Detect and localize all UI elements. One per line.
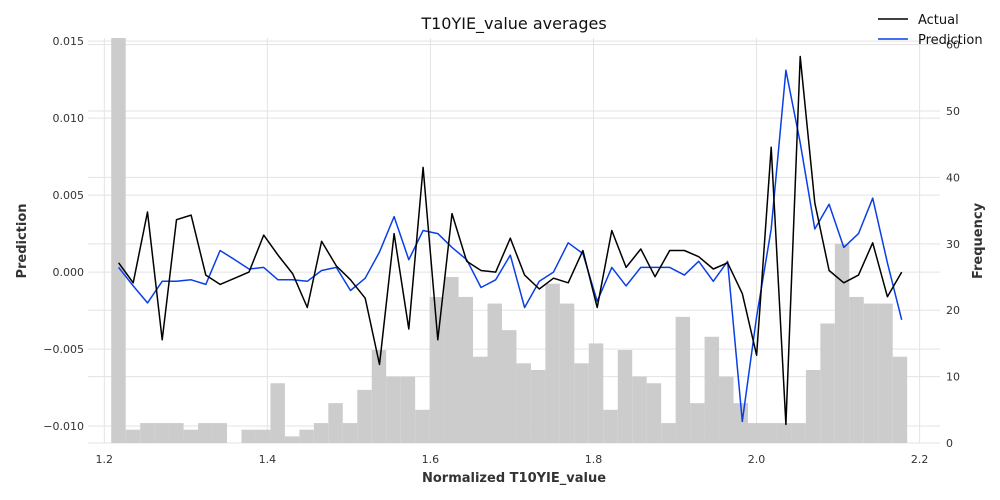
histogram-bar [892,356,908,443]
histogram-bar [415,409,430,443]
histogram-bar [762,423,777,443]
histogram-bar [530,369,546,443]
histogram-bar [632,376,647,443]
histogram-bar [545,283,560,443]
y-left-tick-label: −0.010 [43,420,84,433]
legend-label-actual: Actual [918,13,959,28]
histogram-bar [834,243,850,443]
y-left-tick-label: 0.000 [53,266,85,279]
histogram-bar [212,423,228,443]
y-right-tick-label: 60 [946,39,960,52]
chart-title: T10YIE_value averages [420,14,606,34]
y-left-tick-label: 0.005 [53,189,85,202]
histogram-bar [270,383,285,443]
y-right-tick-label: 50 [946,105,960,118]
histogram-bar [646,383,662,443]
y-right-tick-label: 10 [946,371,960,384]
histogram-bar [617,350,633,443]
x-tick-label: 1.4 [259,453,277,466]
histogram-bar [183,429,199,443]
y-left-tick-label: −0.005 [43,343,84,356]
histogram-bar [776,423,792,443]
histogram-bar [198,423,213,443]
y-left-tick-label: 0.015 [53,35,85,48]
x-tick-label: 2.0 [748,453,766,466]
histogram-bar [111,38,126,443]
histogram-bar [805,369,821,443]
histogram-bar [878,303,893,443]
histogram-bar [429,296,445,443]
y-right-tick-label: 40 [946,171,960,184]
histogram-bar [733,403,748,443]
histogram-bar [342,423,358,443]
histogram-bar [704,336,720,443]
x-tick-label: 2.2 [911,453,929,466]
y-left-tick-label: 0.010 [53,112,85,125]
histogram-bar [313,423,329,443]
histogram-bar [690,403,705,443]
histogram-bar [328,403,343,443]
histogram-bar [255,429,271,443]
histogram-bar [719,376,734,443]
histogram-bar [386,376,401,443]
histogram-bar [661,423,676,443]
y-axis-right-title: Frequency [971,202,986,279]
histogram-bar [140,423,155,443]
series-line-actual [117,55,903,426]
histogram-bar [516,363,531,443]
histogram-bar [574,363,589,443]
histogram-bar [169,423,184,443]
y-right-tick-label: 30 [946,238,960,251]
x-axis-title: Normalized T10YIE_value [422,471,606,486]
histogram [111,38,908,443]
x-tick-label: 1.2 [96,453,114,466]
histogram-bar [458,296,474,443]
ticks: −0.010 −0.005 0.000 0.005 0.010 0.015 0 10 20 30 4… [43,35,960,466]
histogram-bar [154,423,170,443]
y-axis-left-title: Prediction [15,203,30,278]
histogram-bar [125,429,141,443]
grid [88,38,940,444]
y-right-tick-label: 0 [946,437,953,450]
y-right-tick-label: 20 [946,304,960,317]
histogram-bar [588,343,604,443]
histogram-bar [284,436,300,443]
histogram-bar [820,323,835,443]
legend: Actual Prediction [878,13,983,48]
legend-label-prediction: Prediction [918,33,983,48]
histogram-bar [501,330,517,443]
histogram-bar [747,423,763,443]
histogram-bar [487,303,502,443]
histogram-bar [863,303,879,443]
histogram-bar [400,376,416,443]
histogram-bar [849,296,864,443]
histogram-bar [357,389,372,443]
histogram-bar [371,350,387,443]
histogram-bar [444,277,459,443]
histogram-bar [675,316,691,443]
series-lines [117,55,903,426]
histogram-bar [473,356,488,443]
series-line-prediction [118,69,903,423]
x-tick-label: 1.8 [585,453,603,466]
histogram-bar [603,409,618,443]
x-tick-label: 1.6 [422,453,440,466]
histogram-bar [791,423,806,443]
histogram-bar [299,429,314,443]
histogram-bar [241,429,256,443]
histogram-bar [559,303,575,443]
